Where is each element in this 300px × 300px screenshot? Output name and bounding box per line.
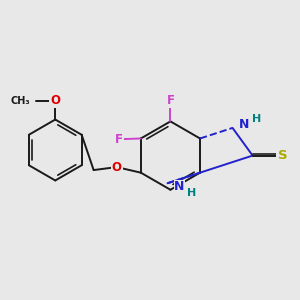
Text: O: O — [112, 160, 122, 174]
Text: N: N — [174, 180, 184, 194]
Text: S: S — [278, 149, 287, 162]
Text: O: O — [50, 94, 60, 107]
Text: F: F — [167, 94, 174, 107]
Text: H: H — [187, 188, 196, 197]
Text: N: N — [239, 118, 250, 131]
Text: H: H — [252, 114, 261, 124]
Text: F: F — [115, 133, 123, 146]
Text: CH₃: CH₃ — [11, 96, 30, 106]
